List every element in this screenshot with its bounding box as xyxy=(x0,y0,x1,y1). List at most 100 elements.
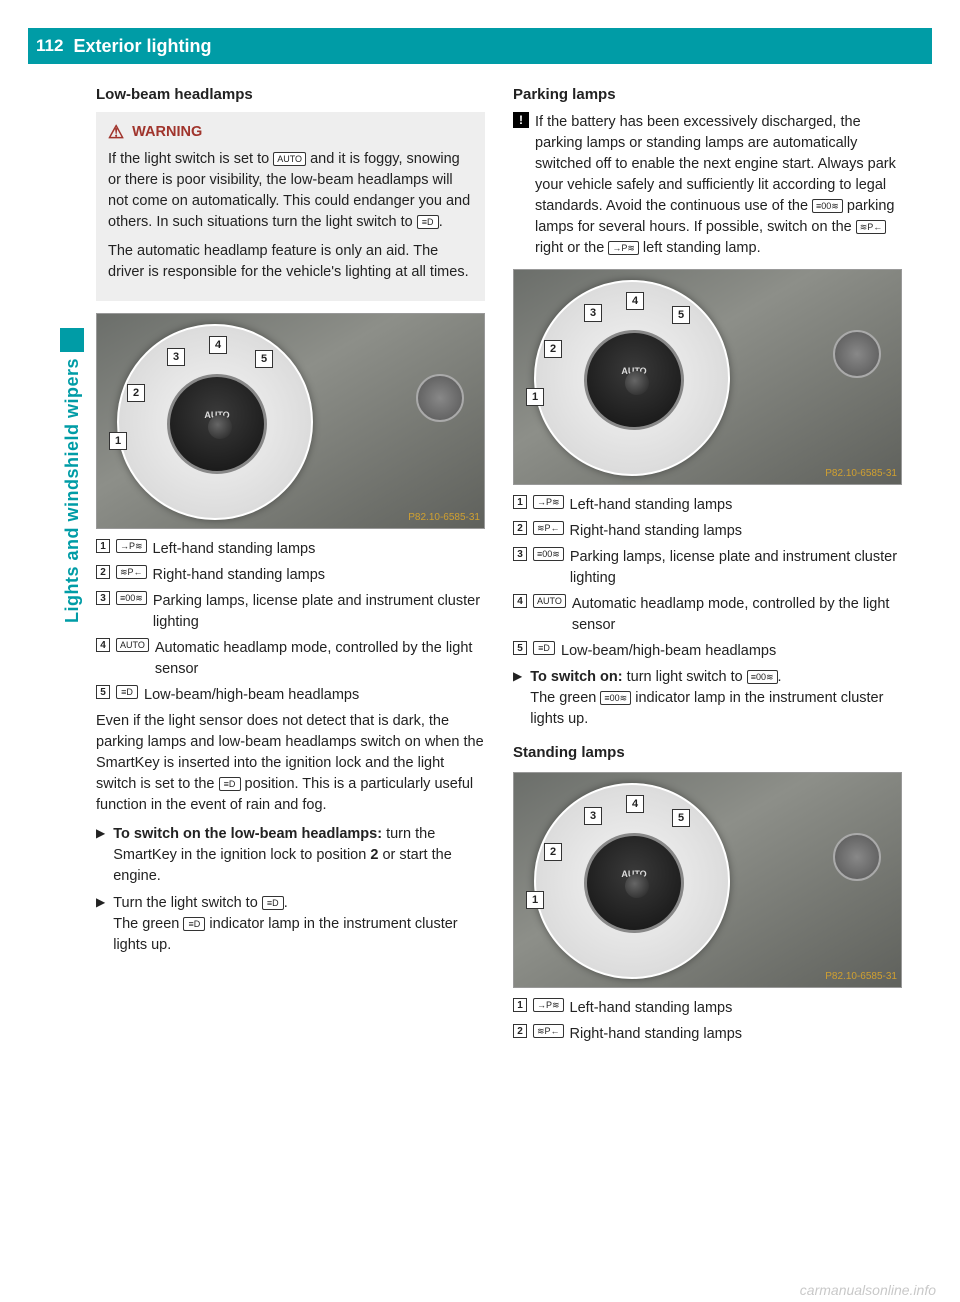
warning-triangle-icon: ⚠ xyxy=(108,123,124,141)
legend-row-4: 4AUTOAutomatic headlamp mode, controlled… xyxy=(513,594,902,636)
info-note: ! If the battery has been excessively di… xyxy=(513,112,902,259)
parking-icon-inline: ≡00≋ xyxy=(812,199,843,213)
legend-row-1: 1 →P≋ Left-hand standing lamps xyxy=(96,539,485,560)
side-tab-label: Lights and windshield wipers xyxy=(62,358,83,623)
legend-num-4: 4 xyxy=(96,638,110,652)
step-arrow-icon: ▶ xyxy=(96,893,105,912)
lowbeam-icon-inline: ≡D xyxy=(219,777,241,791)
parking-icon-inline3: ≡00≋ xyxy=(600,691,631,705)
content-columns: Low-beam headlamps ⚠ WARNING If the ligh… xyxy=(28,64,932,1070)
footer-watermark: carmanualsonline.info xyxy=(800,1282,936,1298)
step-text: Turn the light switch to ≡D. The green ≡… xyxy=(113,893,485,956)
warning-label: WARNING xyxy=(132,122,202,143)
section-title: Exterior lighting xyxy=(73,36,211,57)
legend-row-1: 1→P≋Left-hand standing lamps xyxy=(513,495,902,516)
lowbeam-icon: ≡D xyxy=(533,641,555,655)
legend-num-2: 2 xyxy=(96,565,110,579)
callout-2: 2 xyxy=(127,384,145,402)
callout-5: 5 xyxy=(255,350,273,368)
callout-2: 2 xyxy=(544,340,562,358)
lowbeam-icon: ≡D xyxy=(116,685,138,699)
figure-light-switch-2: AUTO 1 2 3 4 5 P82.10-6585-31 xyxy=(513,269,902,485)
legend2-row-1: 1→P≋Left-hand standing lamps xyxy=(513,998,902,1019)
lowbeam-icon-inline3: ≡D xyxy=(183,917,205,931)
auto-icon: AUTO xyxy=(116,638,149,652)
side-knob xyxy=(833,330,881,378)
warning-para-2: The automatic headlamp feature is only a… xyxy=(108,241,473,283)
standing-left-icon: →P≋ xyxy=(116,539,147,553)
side-tab: Lights and windshield wipers xyxy=(56,328,88,768)
step-switch-on-parking: ▶ To switch on: turn light switch to ≡00… xyxy=(513,667,902,730)
legend-num-1: 1 xyxy=(96,539,110,553)
auto-icon: AUTO xyxy=(533,594,566,608)
callout-3: 3 xyxy=(584,304,602,322)
callout-1: 1 xyxy=(526,891,544,909)
side-knob xyxy=(833,833,881,881)
warning-header: ⚠ WARNING xyxy=(108,122,473,143)
para-even-if: Even if the light sensor does not detect… xyxy=(96,711,485,816)
legend-num-3: 3 xyxy=(96,591,110,605)
legend-row-2: 2≋P←Right-hand standing lamps xyxy=(513,521,902,542)
heading-standing-lamps: Standing lamps xyxy=(513,742,902,764)
callout-4: 4 xyxy=(209,336,227,354)
standing-left-icon: →P≋ xyxy=(533,998,564,1012)
step-arrow-icon: ▶ xyxy=(513,667,522,686)
legend-row-4: 4 AUTO Automatic headlamp mode, controlled… xyxy=(96,638,485,680)
step-arrow-icon: ▶ xyxy=(96,824,105,843)
standing-left-icon: →P≋ xyxy=(533,495,564,509)
legend-row-2: 2 ≋P← Right-hand standing lamps xyxy=(96,565,485,586)
legend-num-5: 5 xyxy=(96,685,110,699)
heading-low-beam: Low-beam headlamps xyxy=(96,84,485,106)
parking-icon-inline2: ≡00≋ xyxy=(747,670,778,684)
callout-1: 1 xyxy=(109,432,127,450)
dial-knob xyxy=(625,874,649,898)
figure-light-switch-1: AUTO 1 2 3 4 5 P82.10-6585-31 xyxy=(96,313,485,529)
callout-3: 3 xyxy=(584,807,602,825)
warning-box: ⚠ WARNING If the light switch is set to … xyxy=(96,112,485,301)
figure-code: P82.10-6585-31 xyxy=(825,467,897,482)
callout-1: 1 xyxy=(526,388,544,406)
legend-row-5: 5≡DLow-beam/high-beam headlamps xyxy=(513,641,902,662)
dial-inner: AUTO xyxy=(584,833,684,933)
standing-right-icon: ≋P← xyxy=(533,521,564,535)
step-turn-switch: ▶ Turn the light switch to ≡D. The green… xyxy=(96,893,485,956)
parking-icon: ≡00≋ xyxy=(533,547,564,561)
side-knob xyxy=(416,374,464,422)
legend-text-5: Low-beam/high-beam headlamps xyxy=(144,685,485,706)
warning-para-1: If the light switch is set to AUTO and i… xyxy=(108,149,473,233)
header-bar: 112 Exterior lighting xyxy=(28,28,932,64)
lowbeam-icon-inline2: ≡D xyxy=(262,896,284,910)
side-tab-marker xyxy=(60,328,84,352)
standing-left-icon-inline: →P≋ xyxy=(608,241,639,255)
callout-5: 5 xyxy=(672,306,690,324)
legend-text-3: Parking lamps, license plate and instrum… xyxy=(153,591,485,633)
page-number: 112 xyxy=(36,36,63,56)
legend-text-2: Right-hand standing lamps xyxy=(153,565,485,586)
dial-inner: AUTO xyxy=(584,330,684,430)
figure-light-switch-3: AUTO 1 2 3 4 5 P82.10-6585-31 xyxy=(513,772,902,988)
legend-row-5: 5 ≡D Low-beam/high-beam headlamps xyxy=(96,685,485,706)
legend-row-3: 3≡00≋Parking lamps, license plate and in… xyxy=(513,547,902,589)
heading-parking-lamps: Parking lamps xyxy=(513,84,902,106)
parking-icon: ≡00≋ xyxy=(116,591,147,605)
lowbeam-symbol-icon: ≡D xyxy=(417,215,439,229)
dial-knob xyxy=(625,371,649,395)
auto-symbol-icon: AUTO xyxy=(273,152,306,166)
callout-3: 3 xyxy=(167,348,185,366)
step-switch-on-lowbeam: ▶ To switch on the low-beam headlamps: t… xyxy=(96,824,485,887)
legend2-row-2: 2≋P←Right-hand standing lamps xyxy=(513,1024,902,1045)
info-bang-icon: ! xyxy=(513,112,529,128)
standing-right-icon: ≋P← xyxy=(533,1024,564,1038)
page: 112 Exterior lighting Lights and windshi… xyxy=(28,28,932,1274)
step-text: To switch on: turn light switch to ≡00≋.… xyxy=(530,667,902,730)
figure-code: P82.10-6585-31 xyxy=(825,970,897,985)
dial-inner: AUTO xyxy=(167,374,267,474)
callout-4: 4 xyxy=(626,292,644,310)
legend-text-1: Left-hand standing lamps xyxy=(153,539,485,560)
info-text: If the battery has been excessively disc… xyxy=(535,112,902,259)
dial-knob xyxy=(208,415,232,439)
legend-row-3: 3 ≡00≋ Parking lamps, license plate and in… xyxy=(96,591,485,633)
legend-text-4: Automatic headlamp mode, controlled by t… xyxy=(155,638,485,680)
standing-right-icon: ≋P← xyxy=(116,565,147,579)
figure-code: P82.10-6585-31 xyxy=(408,511,480,526)
